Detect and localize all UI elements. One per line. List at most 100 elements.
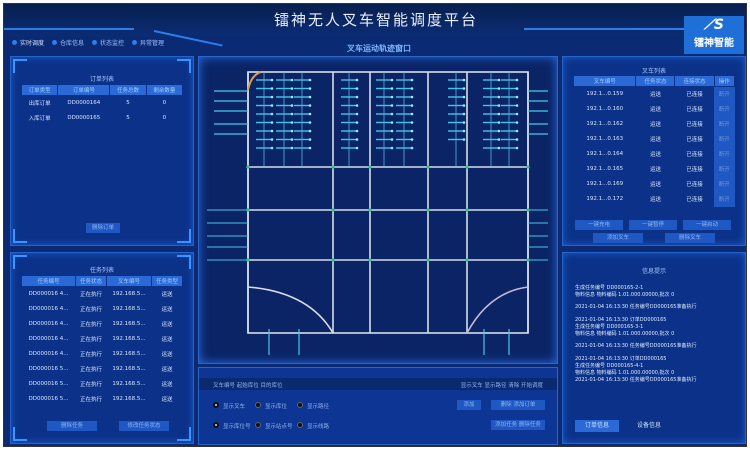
track-node bbox=[331, 208, 335, 212]
option-radio[interactable] bbox=[255, 402, 261, 408]
track-node bbox=[526, 258, 530, 262]
table-row[interactable]: 192.1...0.164 运送 已连接 断开 bbox=[574, 146, 735, 162]
option-radio[interactable] bbox=[255, 422, 261, 428]
table-cell: 运送 bbox=[649, 122, 661, 128]
slot-node bbox=[270, 78, 274, 82]
show-forklift-button[interactable]: 显示叉车 bbox=[460, 383, 483, 389]
slot-node bbox=[390, 121, 394, 124]
table-row[interactable]: 192.1...0.163 运送 已连接 断开 bbox=[574, 131, 735, 147]
log-line: 生成任务编号 DD000165-4-1 bbox=[575, 363, 644, 369]
table-row[interactable]: DD000016 4... 正在执行 192.168.5... 运送 bbox=[22, 287, 183, 302]
slot-node bbox=[497, 121, 501, 124]
slot-node bbox=[355, 121, 359, 124]
add-button[interactable]: 添加 bbox=[457, 400, 481, 410]
delete-order-button[interactable]: 删除订单 bbox=[86, 223, 120, 233]
table-cell: 运送 bbox=[161, 337, 173, 343]
slot-node bbox=[290, 87, 294, 90]
table-row[interactable]: 192.1...0.162 运送 已连接 断开 bbox=[574, 116, 735, 132]
table-row[interactable]: 192.1...0.159 运送 已连接 断开 bbox=[574, 86, 735, 102]
slot-node bbox=[497, 129, 501, 133]
track-node bbox=[526, 208, 530, 212]
table-cell: 出库订单 bbox=[28, 101, 51, 108]
table-row[interactable]: DD000016 5... 正在执行 192.168.5... 运送 bbox=[22, 362, 183, 377]
table-cell: 192.168.5... bbox=[112, 381, 146, 387]
tab-device-info[interactable]: 设备信息 bbox=[636, 422, 661, 429]
one-click-charge-button[interactable]: 一键充电 bbox=[575, 220, 623, 230]
option-radio[interactable] bbox=[213, 402, 219, 408]
slot-node bbox=[462, 87, 466, 90]
clear-button[interactable]: 清除 bbox=[508, 383, 520, 389]
slot-node bbox=[290, 138, 294, 141]
slot-node bbox=[390, 129, 394, 133]
active-forklift-path bbox=[247, 71, 262, 91]
table-row[interactable]: DD000016 4... 正在执行 192.168.5... 运送 bbox=[22, 302, 183, 317]
modify-task-status-button[interactable]: 修改任务状态 bbox=[119, 421, 169, 431]
table-row[interactable]: DD000016 4... 正在执行 192.168.5... 运送 bbox=[22, 317, 183, 332]
slot-node bbox=[308, 138, 312, 141]
start-dispatch-button[interactable]: 开始调度 bbox=[520, 383, 543, 389]
add-forklift-button[interactable]: 添加叉车 bbox=[593, 233, 643, 243]
slot-node bbox=[355, 104, 359, 107]
nav-warehouse[interactable]: 仓库信息 bbox=[52, 38, 84, 47]
disconnect-button[interactable]: 断开 bbox=[714, 86, 735, 102]
table-row[interactable]: 入库订单 DD0000165 5 0 bbox=[22, 111, 183, 126]
nav-status[interactable]: 状态监控 bbox=[92, 38, 124, 47]
delete-task-button[interactable]: 删除任务 bbox=[47, 421, 97, 431]
track-outline bbox=[247, 71, 529, 334]
disconnect-button[interactable]: 断开 bbox=[714, 191, 735, 207]
add-order-button[interactable]: 删除 添加订单 bbox=[491, 400, 545, 410]
table-cell: 正在执行 bbox=[79, 367, 102, 373]
disconnect-button[interactable]: 断开 bbox=[714, 146, 735, 162]
track-node bbox=[368, 208, 372, 212]
track-node bbox=[246, 208, 250, 212]
slot-node bbox=[410, 112, 414, 116]
add-task-button[interactable]: 添加任务 删除任务 bbox=[491, 420, 545, 430]
table-row[interactable]: DD000016 4... 正在执行 192.168.5... 运送 bbox=[22, 332, 183, 347]
table-cell: 运送 bbox=[649, 152, 661, 158]
forklift-track-map[interactable] bbox=[198, 56, 558, 364]
option-radio[interactable] bbox=[213, 422, 219, 428]
slot-node bbox=[308, 104, 312, 107]
table-cell: 已连接 bbox=[686, 122, 703, 128]
table-cell: DD000016 4... bbox=[28, 291, 69, 298]
show-path-button[interactable]: 显示路径 bbox=[484, 383, 507, 389]
table-row[interactable]: DD000016 4... 正在执行 192.168.5... 运送 bbox=[22, 347, 183, 362]
track-node bbox=[465, 208, 469, 212]
table-row[interactable]: DD000016 5... 正在执行 192.168.5... 运送 bbox=[22, 377, 183, 392]
slot-node bbox=[355, 146, 359, 150]
slot-node bbox=[515, 87, 519, 90]
table-row[interactable]: DD000016 5... 正在执行 192.168.5... 运送 bbox=[22, 392, 183, 407]
disconnect-button[interactable]: 断开 bbox=[714, 131, 735, 147]
slot-node bbox=[308, 112, 312, 116]
slot-node bbox=[270, 104, 274, 107]
table-cell: 192.1...0.172 bbox=[586, 196, 624, 202]
tab-order-info[interactable]: 订单信息 bbox=[575, 420, 619, 432]
table-cell: 已连接 bbox=[686, 137, 703, 143]
table-cell: 正在执行 bbox=[79, 352, 102, 358]
disconnect-button[interactable]: 断开 bbox=[714, 101, 735, 117]
disconnect-button[interactable]: 断开 bbox=[714, 176, 735, 192]
table-cell: 5 bbox=[126, 100, 130, 107]
table-row[interactable]: 192.1...0.165 运送 已连接 断开 bbox=[574, 161, 735, 177]
option-radio[interactable] bbox=[297, 422, 303, 428]
slot-node bbox=[308, 146, 312, 150]
table-cell: 正在执行 bbox=[79, 337, 102, 343]
slot-node bbox=[355, 138, 359, 141]
one-click-start-button[interactable]: 一键启动 bbox=[683, 220, 731, 230]
option-radio[interactable] bbox=[297, 402, 303, 408]
nav-exceptions[interactable]: 异常管理 bbox=[132, 38, 164, 47]
delete-forklift-button[interactable]: 删除叉车 bbox=[665, 233, 715, 243]
disconnect-button[interactable]: 断开 bbox=[714, 116, 735, 132]
one-click-pause-button[interactable]: 一键暂停 bbox=[629, 220, 677, 230]
nav-realtime[interactable]: 实时调度 bbox=[12, 38, 44, 47]
slot-node bbox=[390, 104, 394, 107]
table-row[interactable]: 出库订单 DD0000164 5 0 bbox=[22, 96, 183, 111]
table-cell: 运送 bbox=[649, 137, 661, 143]
slot-node bbox=[410, 104, 414, 107]
slot-node bbox=[410, 87, 414, 90]
disconnect-button[interactable]: 断开 bbox=[714, 161, 735, 177]
table-row[interactable]: 192.1...0.160 运送 已连接 断开 bbox=[574, 101, 735, 117]
table-row[interactable]: 192.1...0.172 运送 已连接 断开 bbox=[574, 191, 735, 207]
table-row[interactable]: 192.1...0.169 运送 已连接 断开 bbox=[574, 176, 735, 192]
logo-text: 镭神智能 bbox=[694, 38, 734, 49]
